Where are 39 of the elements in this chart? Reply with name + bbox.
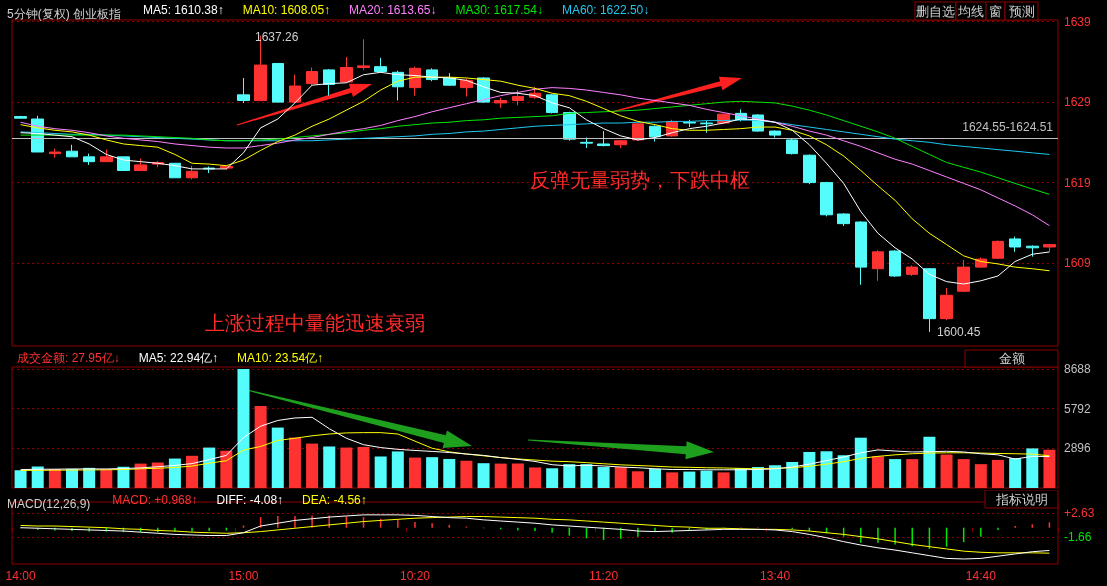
text: MA30: 1617.54↓ bbox=[455, 3, 543, 17]
text: 成交金额: 27.95亿↓ bbox=[17, 351, 120, 365]
text: MA5: 1610.38↑ bbox=[143, 3, 224, 17]
text: MA60: 1622.50↓ bbox=[561, 3, 650, 17]
y-tick-label: -1.66 bbox=[1064, 529, 1092, 544]
x-tick-label: 13:40 bbox=[760, 569, 791, 583]
x-tick-label: 14:00 bbox=[5, 569, 36, 583]
series-label: DEA: -4.56↑ bbox=[302, 493, 367, 507]
x-tick-label: 14:40 bbox=[965, 569, 997, 583]
ref-line-label: 1624.55-1624.51 bbox=[962, 119, 1054, 134]
y-tick-label: 1629 bbox=[1064, 95, 1092, 110]
text: 均线 bbox=[957, 3, 984, 19]
x-tick-label: 10:20 bbox=[399, 569, 431, 583]
series-label: MACD: +0.968↑ bbox=[112, 493, 198, 507]
chart-title: 5分钟(复权) 创业板指 bbox=[7, 7, 121, 21]
annotation: 指标说明 bbox=[994, 491, 1048, 507]
y-tick-label: +2.63 bbox=[1064, 506, 1095, 520]
annotation: 反弹无量弱势，下跌中枢 bbox=[530, 169, 750, 191]
annotation: 1637.26 bbox=[255, 30, 299, 44]
y-tick-label: 2896 bbox=[1064, 441, 1092, 456]
y-tick-label: 1609 bbox=[1064, 256, 1092, 271]
text: 删自选 bbox=[916, 3, 955, 19]
annotation: 1600.45 bbox=[937, 325, 981, 339]
text: MA10: 1608.05↑ bbox=[242, 3, 331, 17]
text: MA5: 22.94亿↑ bbox=[138, 351, 219, 365]
annotation: 上涨过程中量能迅速衰弱 bbox=[205, 312, 425, 334]
text: MA10: 23.54亿↑ bbox=[237, 351, 324, 365]
x-tick-label: 15:00 bbox=[228, 569, 259, 583]
y-tick-label: 5792 bbox=[1064, 401, 1092, 416]
y-tick-label: 1639 bbox=[1064, 14, 1092, 29]
text: 预测 bbox=[1008, 3, 1035, 19]
y-tick-label: 1619 bbox=[1064, 175, 1092, 190]
x-tick-label: 11:20 bbox=[589, 569, 619, 583]
series-label: DIFF: -4.08↑ bbox=[216, 493, 284, 507]
text: 窗 bbox=[989, 3, 1002, 19]
text: 金额 bbox=[998, 351, 1025, 366]
chart-title: MACD(12,26,9) bbox=[7, 497, 91, 511]
y-tick-label: 8688 bbox=[1064, 361, 1092, 376]
text: MA20: 1613.65↓ bbox=[349, 3, 437, 17]
